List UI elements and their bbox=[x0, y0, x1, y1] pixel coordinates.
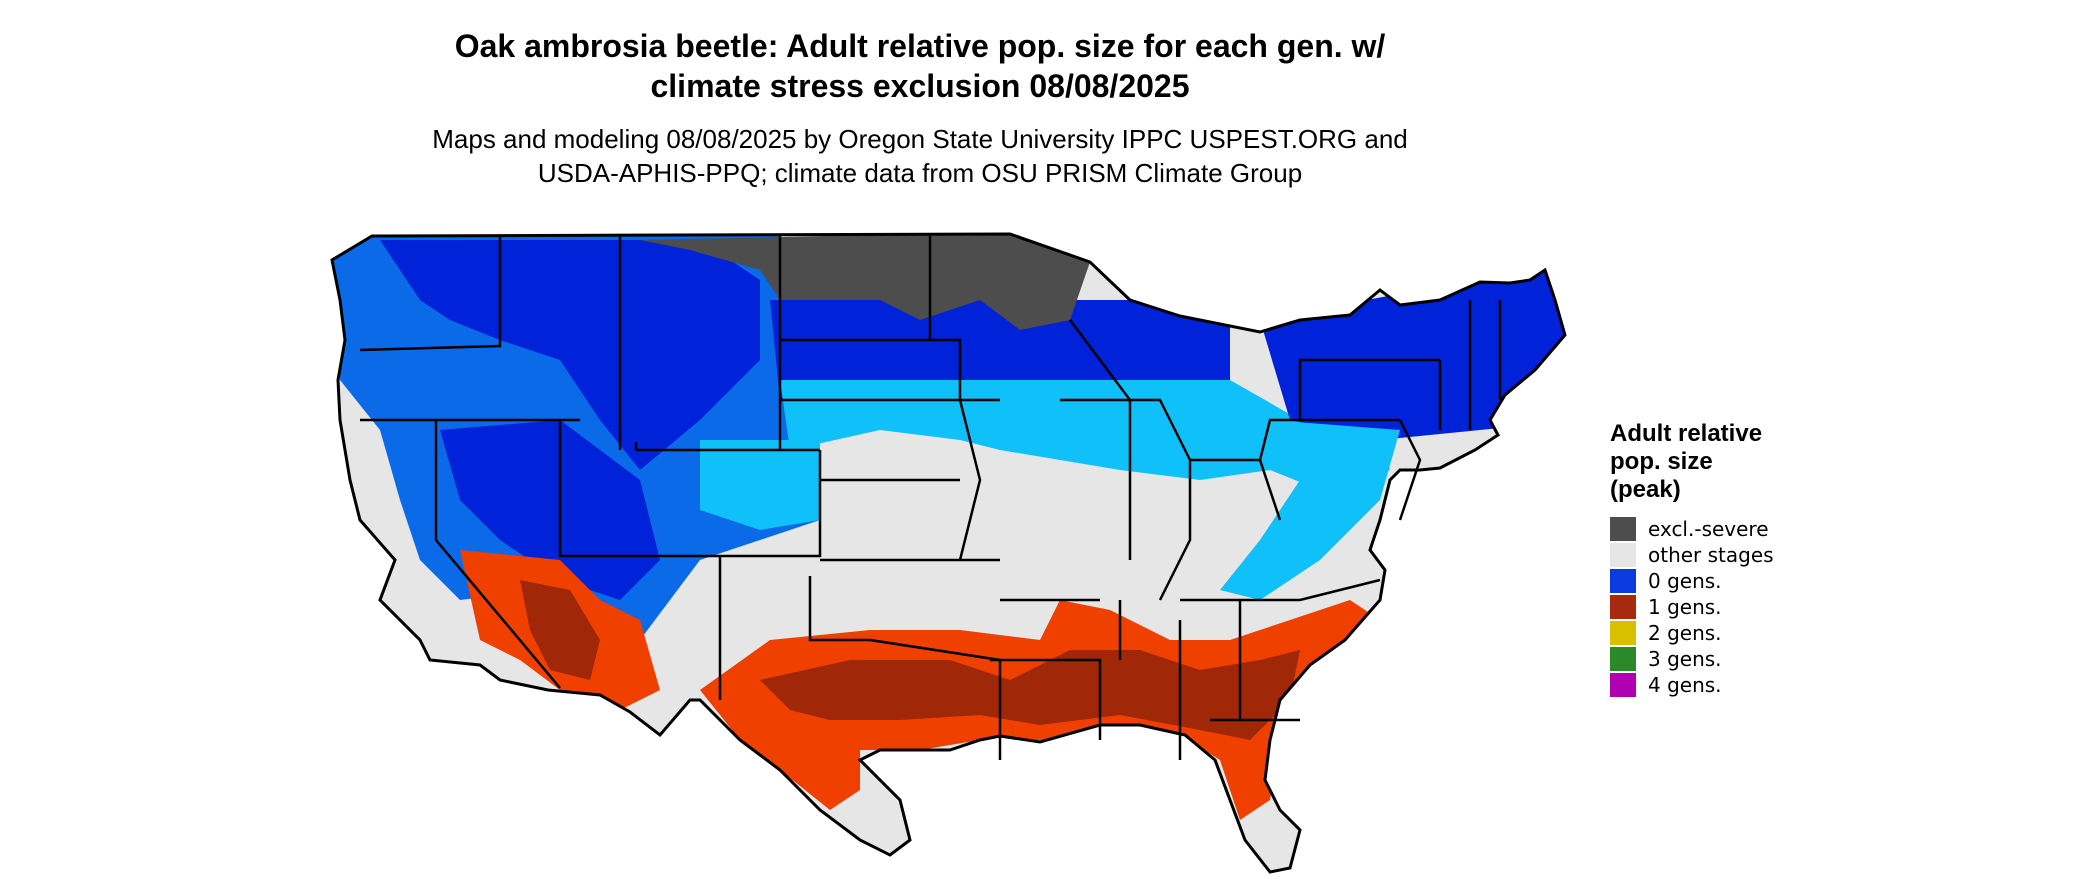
map-title: Oak ambrosia beetle: Adult relative pop.… bbox=[300, 26, 1540, 106]
legend-item-3-gens: 3 gens. bbox=[1610, 646, 1830, 672]
legend-title: Adult relative pop. size (peak) bbox=[1610, 420, 1830, 504]
legend-title-line-1: Adult relative bbox=[1610, 420, 1763, 447]
legend-label: 2 gens. bbox=[1648, 621, 1722, 645]
region-zero-gens-northeast bbox=[1260, 260, 1565, 440]
legend-swatch bbox=[1610, 569, 1636, 593]
legend-swatch bbox=[1610, 543, 1636, 567]
region-zero-gens-appalachia bbox=[1220, 420, 1400, 600]
legend-label: 4 gens. bbox=[1648, 673, 1722, 697]
title-line-2: climate stress exclusion 08/08/2025 bbox=[650, 68, 1190, 104]
legend-label: 1 gens. bbox=[1648, 595, 1722, 619]
subtitle-line-2: USDA-APHIS-PPQ; climate data from OSU PR… bbox=[537, 158, 1303, 188]
region-zero-gens-colorado bbox=[700, 440, 820, 530]
legend-item-excluded: excl.-severe bbox=[1610, 516, 1830, 542]
region-one-gen-gulf-dark bbox=[760, 650, 1300, 740]
map-fill-layer bbox=[332, 234, 1565, 872]
legend: Adult relative pop. size (peak) excl.-se… bbox=[1610, 420, 1830, 698]
region-excluded-north bbox=[640, 234, 1090, 330]
legend-label: 0 gens. bbox=[1648, 569, 1722, 593]
legend-item-0-gens: 0 gens. bbox=[1610, 568, 1830, 594]
legend-swatch bbox=[1610, 621, 1636, 645]
legend-label: other stages bbox=[1648, 543, 1774, 567]
region-zero-gens-north-light bbox=[780, 380, 1390, 490]
legend-item-2-gens: 2 gens. bbox=[1610, 620, 1830, 646]
region-zero-gens-west-dark bbox=[380, 240, 760, 470]
region-one-gen-southwest-dark bbox=[520, 580, 600, 680]
legend-title-line-2: pop. size bbox=[1610, 448, 1713, 475]
state-borders bbox=[330, 232, 1567, 874]
legend-label: 3 gens. bbox=[1648, 647, 1722, 671]
legend-swatch bbox=[1610, 673, 1636, 697]
legend-item-other-stages: other stages bbox=[1610, 542, 1830, 568]
legend-swatch bbox=[1610, 647, 1636, 671]
map-subtitle: Maps and modeling 08/08/2025 by Oregon S… bbox=[300, 122, 1540, 190]
title-line-1: Oak ambrosia beetle: Adult relative pop.… bbox=[454, 28, 1386, 64]
legend-title-line-3: (peak) bbox=[1610, 476, 1681, 503]
legend-item-1-gens: 1 gens. bbox=[1610, 594, 1830, 620]
subtitle-line-1: Maps and modeling 08/08/2025 by Oregon S… bbox=[432, 124, 1408, 154]
legend-item-4-gens: 4 gens. bbox=[1610, 672, 1830, 698]
state-lines bbox=[359, 236, 1502, 760]
legend-label: excl.-severe bbox=[1648, 517, 1769, 541]
legend-swatch bbox=[1610, 595, 1636, 619]
legend-swatch bbox=[1610, 517, 1636, 541]
